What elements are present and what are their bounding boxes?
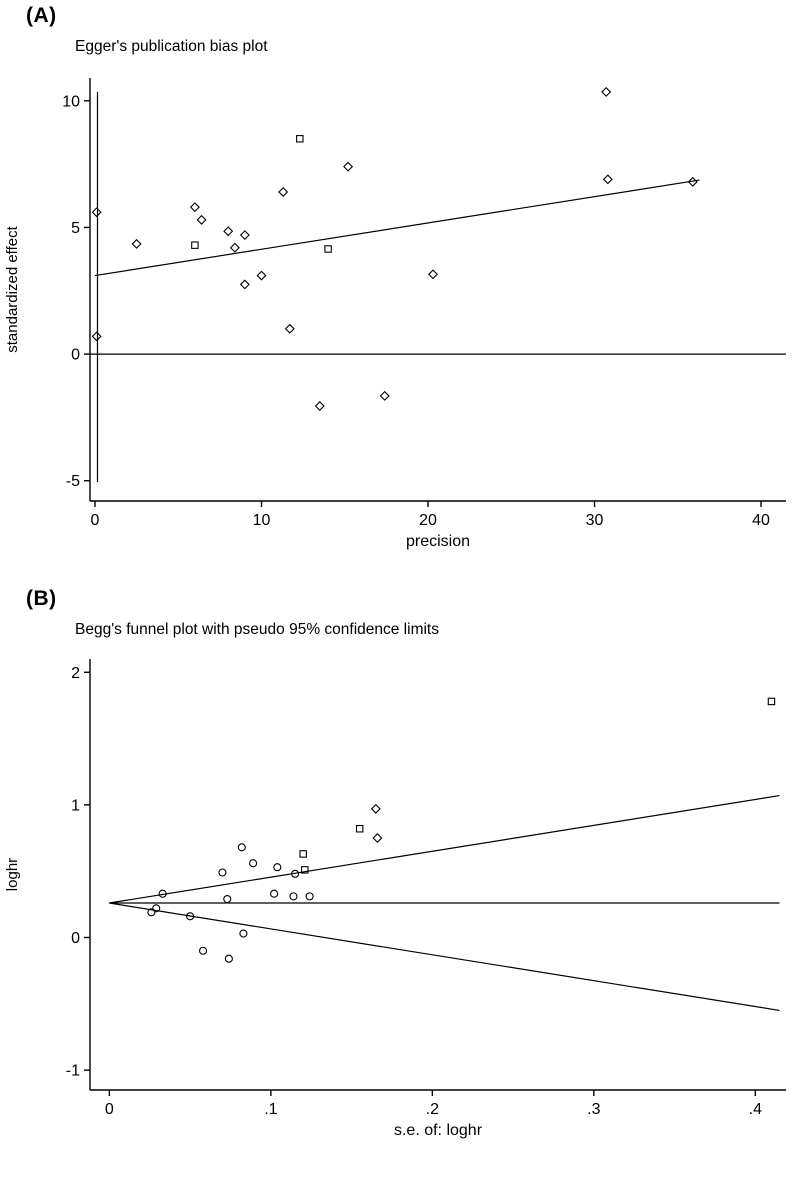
data-point bbox=[152, 904, 161, 913]
y-tick-label: 2 bbox=[71, 665, 80, 682]
data-point bbox=[91, 331, 102, 342]
data-point bbox=[270, 889, 279, 898]
data-point bbox=[223, 226, 234, 237]
y-tick-label: -1 bbox=[66, 1063, 80, 1080]
data-point bbox=[186, 912, 195, 921]
data-point bbox=[198, 946, 208, 955]
data-point bbox=[370, 803, 381, 814]
data-point bbox=[249, 859, 258, 868]
data-point bbox=[239, 230, 250, 241]
x-tick-label: .4 bbox=[749, 1101, 762, 1118]
regression-line bbox=[94, 179, 700, 277]
y-axis-label: standardized effect bbox=[4, 225, 21, 352]
egger-plot-title: Egger's publication bias plot bbox=[75, 38, 268, 55]
x-tick-label: 0 bbox=[105, 1101, 114, 1118]
x-tick-label: 30 bbox=[586, 512, 604, 529]
data-point bbox=[191, 241, 199, 249]
data-point bbox=[239, 279, 250, 290]
data-point bbox=[305, 892, 314, 901]
upper-confidence-limit bbox=[109, 795, 780, 904]
data-point bbox=[284, 323, 295, 334]
x-tick-label: .3 bbox=[587, 1101, 600, 1118]
x-tick-label: .2 bbox=[426, 1101, 439, 1118]
y-tick-label: 0 bbox=[71, 930, 80, 947]
publication-bias-figure: (A) Egger's publication bias plot -5 0 5 10… bbox=[0, 4, 800, 1145]
lower-confidence-limit bbox=[109, 902, 780, 1012]
data-point bbox=[196, 214, 207, 225]
begg-funnel-plot-svg: -1 0 1 2 0 .1 .2 .3 .4 s.e. of: loghr loghr bbox=[4, 659, 786, 1139]
x-tick-label: 40 bbox=[752, 512, 770, 529]
data-point bbox=[372, 833, 383, 844]
data-point bbox=[324, 245, 332, 253]
y-tick-label: 5 bbox=[71, 220, 80, 237]
x-axis-label: precision bbox=[406, 533, 470, 550]
y-tick-label: 1 bbox=[71, 797, 80, 814]
data-point bbox=[355, 824, 364, 833]
data-point bbox=[343, 161, 354, 172]
data-point bbox=[428, 269, 438, 280]
data-point bbox=[687, 176, 698, 187]
x-tick-label: 0 bbox=[91, 512, 100, 529]
panel-a: (A) Egger's publication bias plot -5 0 5 10… bbox=[0, 4, 800, 561]
data-point bbox=[291, 869, 300, 878]
data-point bbox=[602, 174, 613, 185]
data-point bbox=[239, 929, 248, 938]
data-point bbox=[273, 863, 282, 872]
data-point bbox=[301, 866, 309, 874]
data-point bbox=[379, 390, 390, 401]
data-point bbox=[158, 889, 167, 898]
data-point bbox=[224, 954, 233, 963]
data-point bbox=[189, 202, 200, 213]
x-tick-label: 20 bbox=[419, 512, 437, 529]
y-tick-label: 10 bbox=[62, 93, 80, 110]
x-tick-label: 10 bbox=[253, 512, 271, 529]
data-point bbox=[314, 401, 325, 411]
data-point bbox=[299, 850, 307, 858]
data-point bbox=[131, 238, 142, 249]
data-point bbox=[91, 207, 102, 218]
data-point bbox=[767, 697, 776, 706]
x-axis-label: s.e. of: loghr bbox=[394, 1122, 483, 1139]
y-tick-label: 0 bbox=[71, 347, 80, 364]
egger-plot-svg: -5 0 5 10 0 10 20 30 40 precision standardized eff… bbox=[4, 78, 786, 550]
data-point bbox=[296, 135, 304, 143]
data-point bbox=[229, 242, 240, 253]
begg-funnel-plot-title: Begg's funnel plot with pseudo 95% confi… bbox=[75, 621, 439, 638]
panel-a-label: (A) bbox=[26, 4, 57, 27]
data-point bbox=[223, 894, 232, 904]
panel-b: (B) Begg's funnel plot with pseudo 95% c… bbox=[0, 587, 800, 1145]
data-point bbox=[147, 908, 156, 917]
data-point bbox=[278, 187, 289, 197]
panel-b-label: (B) bbox=[26, 587, 57, 610]
y-axis-label: loghr bbox=[4, 858, 21, 891]
data-point bbox=[237, 843, 246, 852]
data-point bbox=[601, 86, 612, 97]
x-tick-label: .1 bbox=[264, 1101, 277, 1118]
data-point bbox=[256, 270, 267, 281]
data-point bbox=[289, 892, 298, 901]
y-tick-label: -5 bbox=[66, 473, 80, 490]
data-point bbox=[218, 868, 227, 877]
